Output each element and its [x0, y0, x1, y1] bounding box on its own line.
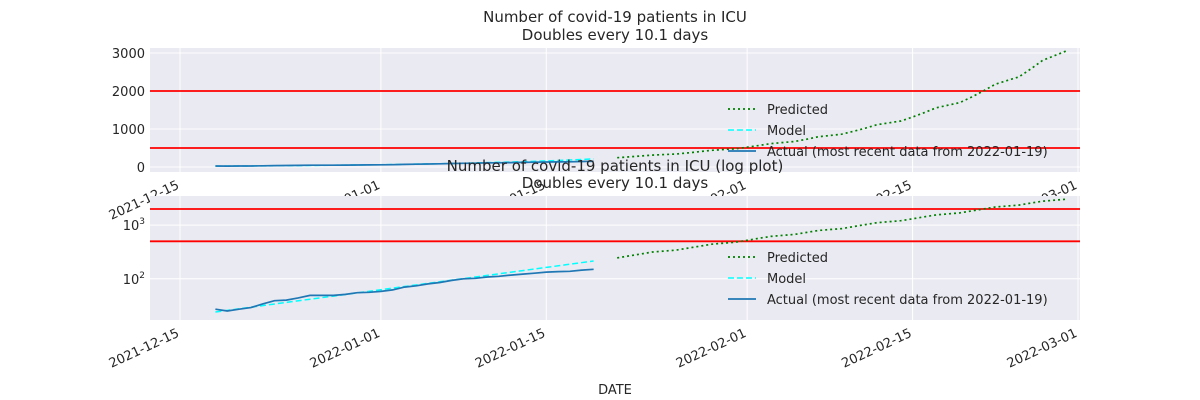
- grid-lines: [150, 196, 1080, 320]
- series-lines: [215, 50, 1067, 167]
- plot-area: [150, 48, 1080, 172]
- x-tick-label: 2022-02-01: [674, 326, 749, 372]
- y-tick-label: 102: [123, 271, 145, 288]
- y-tick-label: 2000: [112, 85, 145, 100]
- x-tick-label: 2021-12-15: [107, 326, 182, 372]
- series-line-dotted: [617, 198, 1067, 259]
- y-tick-label: 1000: [112, 123, 145, 138]
- legend-label: Actual (most recent data from 2022-01-19…: [767, 145, 1048, 160]
- legend-label: Model: [767, 124, 806, 139]
- series-line-solid: [215, 160, 594, 167]
- chart-subtitle: Doubles every 10.1 days: [522, 174, 709, 192]
- legend: Predicted Model Actual (most recent data f…: [728, 251, 1048, 308]
- legend: Predicted Model Actual (most recent data f…: [728, 103, 1048, 160]
- series-line-solid: [215, 268, 594, 312]
- x-tick-label: 2022-01-15: [473, 326, 548, 372]
- y-tick-labels: 0 1000 2000 3000: [112, 47, 145, 176]
- legend-label: Predicted: [767, 251, 828, 266]
- series-line-dotted: [617, 50, 1067, 159]
- x-tick-labels: 2021-12-15 2022-01-01 2022-01-15 2022-02-01…: [107, 326, 1080, 372]
- y-tick-label: 3000: [112, 47, 145, 62]
- y-tick-label: 103: [123, 217, 145, 234]
- chart-subtitle: Doubles every 10.1 days: [522, 26, 709, 44]
- y-tick-labels: 102 103: [123, 217, 145, 288]
- chart-title: Number of covid-19 patients in ICU (log …: [447, 157, 784, 175]
- x-axis-label: DATE: [598, 383, 632, 398]
- chart-title: Number of covid-19 patients in ICU: [483, 8, 747, 26]
- y-tick-label: 0: [137, 161, 145, 176]
- x-tick-label: 2022-02-15: [839, 326, 914, 372]
- threshold-lines: [150, 208, 1080, 243]
- x-tick-label: 2022-01-01: [308, 326, 383, 372]
- legend-label: Actual (most recent data from 2022-01-19…: [767, 293, 1048, 308]
- x-tick-label: 2022-03-01: [1005, 326, 1080, 372]
- series-lines: [215, 198, 1067, 313]
- threshold-lines: [150, 90, 1080, 149]
- legend-label: Predicted: [767, 103, 828, 118]
- legend-label: Model: [767, 272, 806, 287]
